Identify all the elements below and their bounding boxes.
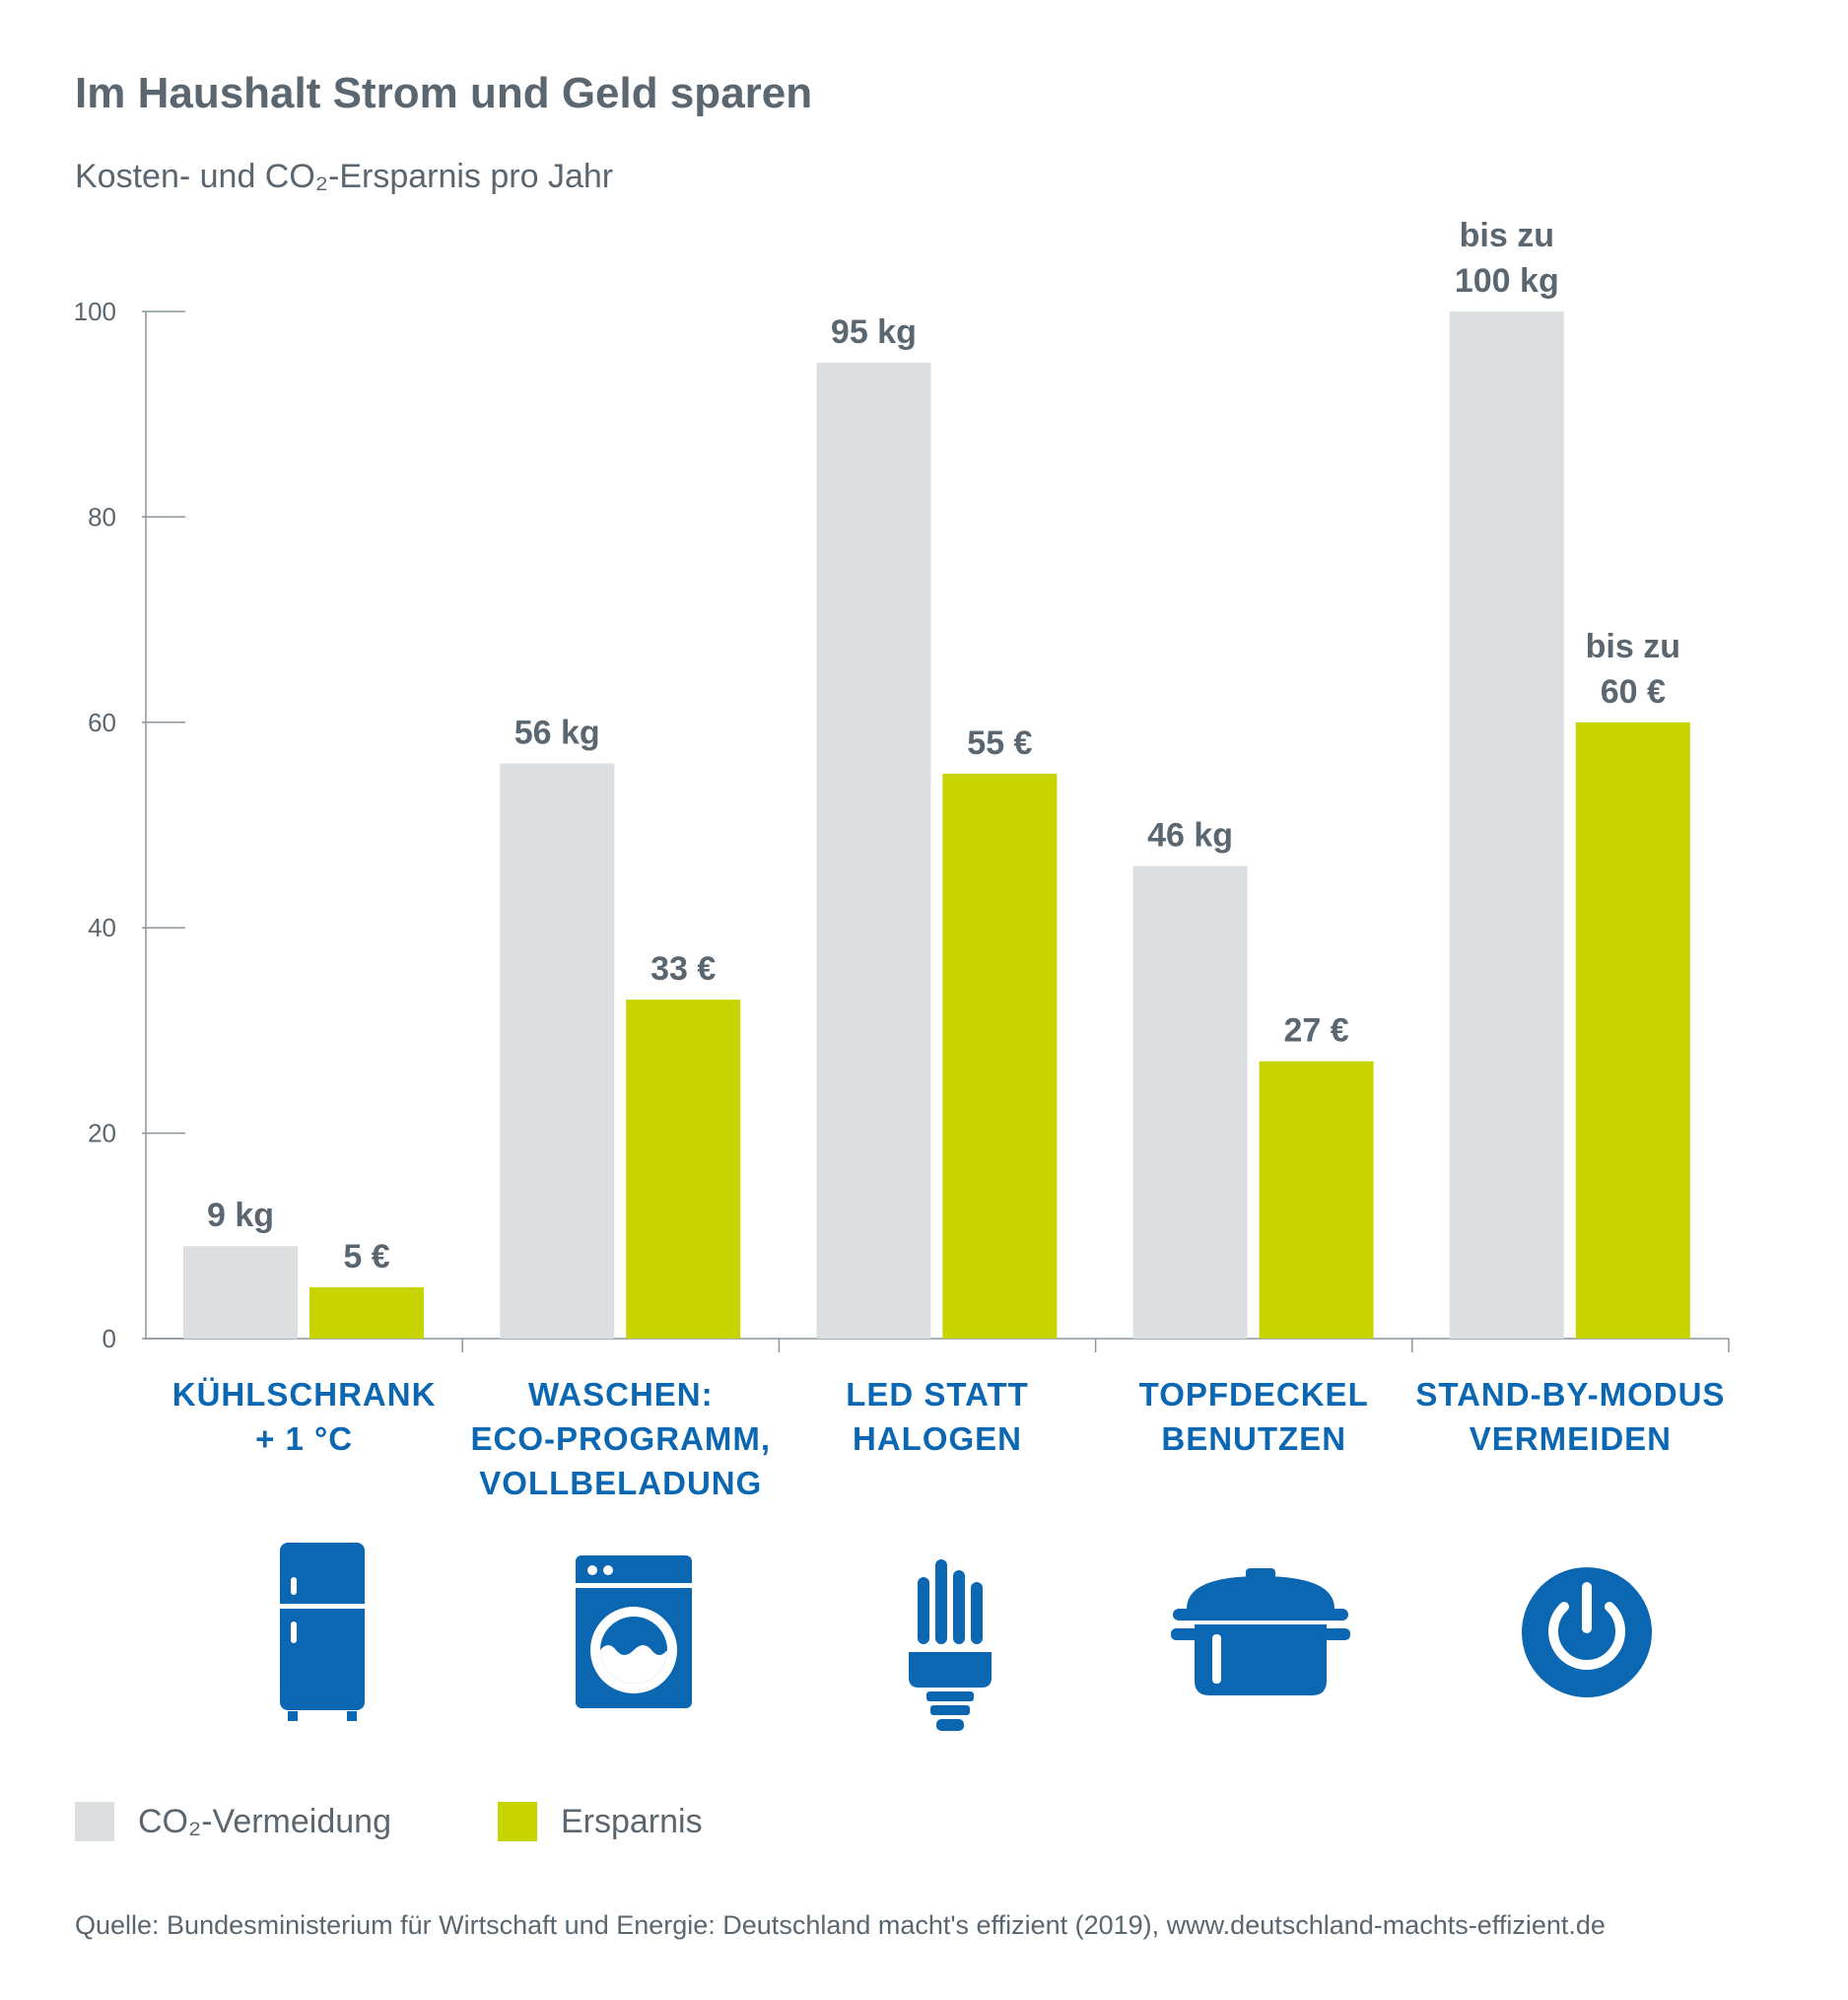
fridge-icon [280,1543,365,1721]
power-icon [1522,1567,1652,1697]
category-label-3: TOPFDECKEL [1139,1376,1369,1413]
bar-savings-4 [1575,722,1690,1339]
category-label-4: VERMEIDEN [1470,1420,1672,1457]
category-label-4: STAND-BY-MODUS [1415,1376,1725,1413]
data-label-co2-3: 46 kg [1147,817,1233,855]
legend-swatch-savings [497,1802,537,1841]
label-layer: 9 kg 56 kg 95 kg 46 kg bis zu 100 kg 5 € 33 € 55… [172,217,1725,1501]
data-label-co2-1: 56 kg [514,714,600,751]
chart-title: Im Haushalt Strom und Geld sparen [75,69,813,117]
pot-icon [1171,1568,1350,1695]
bar-layer [183,311,1690,1340]
category-label-3: BENUTZEN [1161,1420,1346,1457]
legend-label-co2: CO₂-Vermeidung [138,1802,391,1840]
y-tick-label: 40 [88,913,116,942]
legend-label-savings: Ersparnis [560,1802,703,1840]
y-tick-label: 60 [88,708,116,737]
data-label-savings-0: 5 € [343,1238,389,1276]
data-label-savings-2: 55 € [967,724,1032,762]
data-label-co2-0: 9 kg [207,1197,274,1234]
bar-co2-2 [816,363,931,1340]
data-label-savings-3: 27 € [1284,1012,1349,1050]
washing-machine-icon [576,1555,692,1708]
axis-layer: 0 20 40 60 80 100 [74,297,1730,1353]
data-label-co2-2: 95 kg [831,313,917,351]
bar-co2-1 [500,763,615,1339]
data-label-co2-4: 100 kg [1455,262,1559,300]
bar-co2-4 [1449,311,1564,1339]
bar-co2-3 [1132,865,1248,1339]
category-label-2: LED STATT [846,1376,1029,1413]
y-tick-label: 80 [88,502,116,531]
y-tick-label: 100 [74,297,116,326]
category-label-2: HALOGEN [853,1420,1022,1457]
data-label-co2-4: bis zu [1460,217,1554,254]
bar-savings-1 [626,1000,741,1339]
bar-savings-0 [309,1286,424,1339]
legend-item-savings: Ersparnis [497,1802,703,1841]
category-label-1: WASCHEN: [528,1376,714,1413]
category-label-0: KÜHLSCHRANK [172,1376,437,1413]
bar-savings-2 [942,773,1058,1339]
category-label-1: VOLLBELADUNG [479,1465,762,1501]
category-label-0: + 1 °C [255,1420,353,1457]
data-label-savings-1: 33 € [650,950,716,988]
chart-subtitle: Kosten- und CO₂-Ersparnis pro Jahr [75,158,614,195]
legend: CO₂-Vermeidung Ersparnis [75,1802,809,1841]
source-note: Quelle: Bundesministerium für Wirtschaft… [75,1910,1606,1940]
led-bulb-icon [909,1559,992,1731]
y-tick-label: 20 [88,1119,116,1148]
legend-swatch-co2 [75,1802,114,1841]
y-tick-label: 0 [103,1324,116,1353]
data-label-savings-4: 60 € [1601,673,1666,711]
category-label-1: ECO-PROGRAMM, [471,1420,772,1457]
bar-savings-3 [1259,1061,1374,1339]
bar-chart: 0 20 40 60 80 100 9 kg 56 kg 95 kg 46 kg bis zu 10… [74,217,1730,1731]
bar-co2-0 [183,1246,298,1339]
data-label-savings-4: bis zu [1586,628,1680,665]
legend-item-co2: CO₂-Vermeidung [75,1802,391,1841]
